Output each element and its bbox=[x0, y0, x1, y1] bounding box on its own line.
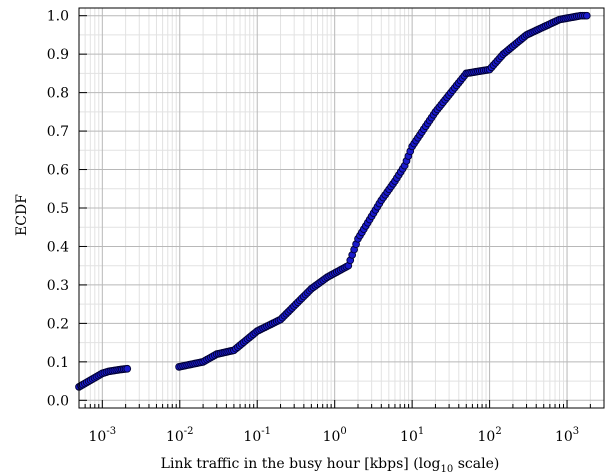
x-tick-label: 100 bbox=[323, 426, 347, 445]
y-tick-label: 0.8 bbox=[47, 86, 69, 102]
x-tick-label: 10-1 bbox=[243, 426, 271, 445]
y-axis-title: ECDF bbox=[14, 194, 30, 236]
x-tick-label: 101 bbox=[400, 426, 424, 445]
y-tick-label: 1.0 bbox=[47, 9, 69, 25]
y-tick-label: 0.1 bbox=[47, 355, 69, 371]
y-tick-label: 0.2 bbox=[47, 316, 69, 332]
y-tick-label: 0.9 bbox=[47, 47, 69, 63]
y-tick-label: 0.4 bbox=[47, 239, 69, 255]
data-points bbox=[75, 11, 591, 391]
y-tick-labels: 0.0 0.1 0.2 0.3 0.4 0.5 0.6 0.7 0.8 0.9 1.0 bbox=[47, 9, 69, 410]
y-tick-label: 0.7 bbox=[47, 124, 69, 140]
y-tick-label: 0.0 bbox=[47, 393, 69, 409]
axis-ticks bbox=[79, 15, 591, 408]
grid-lines bbox=[79, 8, 604, 408]
x-tick-label: 103 bbox=[555, 426, 579, 445]
y-tick-label: 0.6 bbox=[47, 163, 69, 179]
x-axis-title: Link traffic in the busy hour [kbps] (lo… bbox=[161, 456, 500, 474]
x-tick-label: 10-2 bbox=[166, 426, 194, 445]
data-point bbox=[123, 364, 132, 373]
y-tick-label: 0.3 bbox=[47, 278, 69, 294]
data-point bbox=[582, 11, 591, 20]
x-tick-labels: 10-3 10-2 10-1 100 101 102 103 bbox=[89, 426, 580, 445]
x-tick-label: 102 bbox=[477, 426, 501, 445]
x-tick-label: 10-3 bbox=[89, 426, 117, 445]
y-tick-label: 0.5 bbox=[47, 201, 69, 217]
